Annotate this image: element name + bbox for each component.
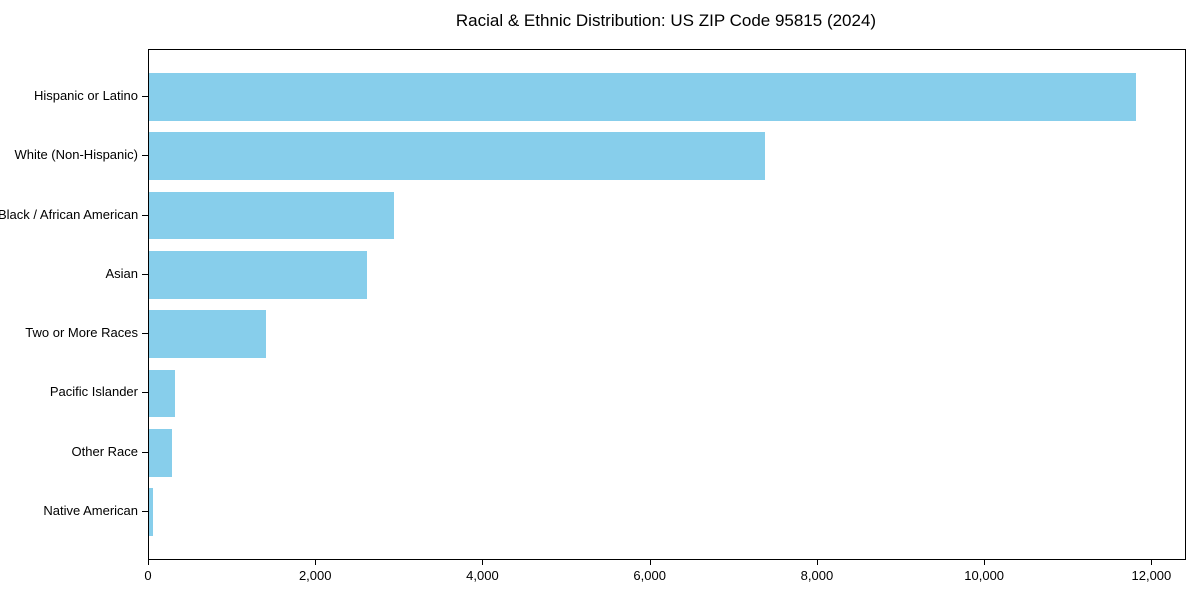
chart-title: Racial & Ethnic Distribution: US ZIP Cod… — [455, 11, 877, 30]
y-tick-mark — [142, 511, 148, 513]
bar-white-non-hispanic — [149, 132, 766, 180]
y-tick-label-two-or-more-races: Two or More Races — [25, 325, 138, 341]
x-tick-mark — [482, 559, 484, 565]
x-tick-mark — [148, 559, 149, 565]
x-tick-mark — [816, 559, 818, 565]
y-tick-mark — [142, 451, 148, 453]
y-tick-mark — [142, 333, 148, 335]
x-tick-mark — [1151, 559, 1153, 565]
y-tick-mark — [142, 273, 148, 275]
y-tick-label-white-non-hispanic: White (Non-Hispanic) — [14, 147, 138, 163]
y-tick-mark — [142, 392, 148, 394]
y-tick-label-asian: Asian — [105, 265, 138, 281]
bar-black-african-american — [149, 191, 394, 240]
y-tick-mark — [142, 214, 148, 216]
x-tick-label: 10,000 — [964, 568, 1005, 583]
y-tick-label-other-race: Other Race — [71, 443, 138, 459]
bar-hispanic-or-latino — [149, 73, 1136, 121]
x-tick-label: 2,000 — [298, 568, 332, 583]
bar-other-race — [149, 429, 172, 477]
y-tick-label-pacific-islander: Pacific Islander — [49, 384, 138, 400]
x-tick-label: 6,000 — [633, 568, 666, 583]
x-tick-label: 4,000 — [466, 568, 499, 583]
bar-pacific-islander — [149, 369, 176, 418]
x-tick-label: 0 — [144, 568, 152, 583]
x-tick-mark — [649, 559, 651, 565]
x-tick-label: 12,000 — [1131, 568, 1172, 583]
y-tick-mark — [142, 155, 148, 157]
x-tick-mark — [315, 559, 317, 565]
plot-area — [148, 49, 1186, 560]
bar-two-or-more-races — [149, 310, 267, 358]
bar-native-american — [149, 488, 153, 536]
y-tick-label-hispanic-or-latino: Hispanic or Latino — [33, 87, 138, 103]
y-tick-mark — [142, 95, 148, 97]
y-tick-label-black-african-american: Black / African American — [0, 206, 139, 222]
bar-asian — [149, 251, 368, 299]
x-tick-label: 8,000 — [800, 568, 834, 583]
x-tick-mark — [984, 559, 986, 565]
y-tick-label-native-american: Native American — [43, 503, 138, 519]
